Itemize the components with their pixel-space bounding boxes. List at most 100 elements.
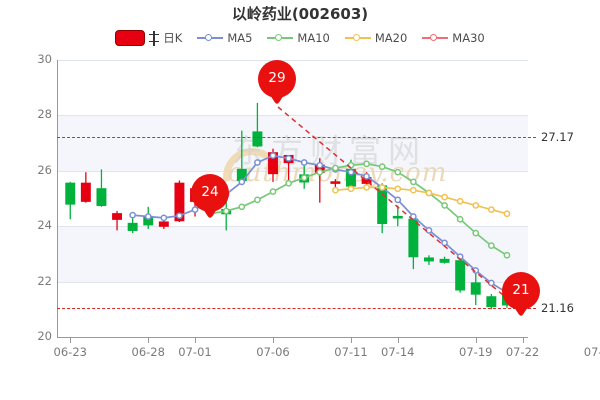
candlestick <box>408 216 419 270</box>
pin-label: 24 <box>201 184 219 200</box>
pin-label: 29 <box>268 70 286 86</box>
legend-item-日k[interactable]: 日K <box>115 30 182 46</box>
x-tick-label: 07-22 <box>505 345 540 359</box>
ma-marker <box>363 160 370 168</box>
annotation-pin[interactable]: 29 <box>258 60 296 108</box>
y-axis-line <box>57 60 58 338</box>
ma-line-ma10 <box>209 163 508 257</box>
ma-marker <box>285 154 292 162</box>
ma-marker <box>441 239 448 247</box>
y-tick-label: 22 <box>37 273 52 288</box>
reference-line-label: 27.17 <box>541 130 574 144</box>
legend-label: 日K <box>163 31 183 45</box>
ma-marker <box>347 168 355 176</box>
x-tick-mark <box>148 338 150 343</box>
ma-marker <box>222 207 230 215</box>
ma-marker <box>191 206 199 213</box>
x-tick-mark <box>350 338 352 343</box>
line-swatch-icon <box>197 32 224 44</box>
candlestick <box>392 205 403 227</box>
ma-marker <box>425 189 433 197</box>
annotation-pin[interactable]: 24 <box>191 174 229 222</box>
gridline <box>57 171 528 172</box>
x-tick-mark <box>70 338 72 343</box>
legend-item-ma30[interactable]: MA30 <box>422 31 485 45</box>
ma-marker <box>300 174 308 182</box>
annotation-pin[interactable]: 21 <box>502 272 540 320</box>
gridline <box>57 115 528 116</box>
ma-marker <box>472 202 480 209</box>
page-title: 以岭药业(002603) <box>231 5 369 23</box>
ma-marker <box>487 279 495 287</box>
x-tick-label: 06-28 <box>131 345 165 359</box>
ma-marker <box>316 161 324 169</box>
legend-item-ma10[interactable]: MA10 <box>267 31 330 45</box>
pin-head-icon <box>502 272 540 310</box>
candle-swatch-icon <box>115 30 146 46</box>
ma-marker <box>456 197 464 205</box>
ma-marker <box>378 163 386 170</box>
pin-label: 21 <box>512 282 530 298</box>
ma-marker <box>441 202 448 209</box>
ma-marker <box>316 168 324 176</box>
legend-label: MA30 <box>452 31 485 45</box>
ma-marker <box>503 210 511 218</box>
pin-head-icon <box>258 60 296 98</box>
candlestick <box>455 258 466 293</box>
ma-marker <box>410 186 417 194</box>
line-swatch-icon <box>267 32 294 44</box>
candlestick <box>252 102 263 148</box>
line-swatch-icon <box>344 32 371 44</box>
x-tick-mark <box>397 338 399 343</box>
x-tick-mark <box>273 338 274 343</box>
ma-marker <box>332 186 339 194</box>
ma-marker <box>394 168 402 176</box>
y-tick-label: 30 <box>37 52 52 66</box>
y-tick-label: 28 <box>37 107 52 122</box>
ma-marker <box>332 164 339 172</box>
legend-label: MA5 <box>227 31 253 45</box>
ma-marker <box>456 215 464 223</box>
gridline <box>57 226 528 227</box>
ma-marker <box>394 185 402 193</box>
ma-marker <box>285 179 292 187</box>
candlestick <box>470 273 481 306</box>
ma-marker <box>129 211 136 219</box>
reference-line <box>57 308 536 309</box>
ma-marker <box>347 185 355 193</box>
x-tick-label: 07-27 <box>583 345 600 359</box>
candlestick <box>112 210 123 231</box>
ma-line-ma20 <box>334 186 508 215</box>
ma-marker <box>254 196 261 204</box>
candlestick <box>65 181 76 220</box>
ma-marker <box>363 172 370 180</box>
candlestick <box>330 179 341 188</box>
legend-label: MA20 <box>374 31 408 45</box>
ma-marker <box>144 213 152 220</box>
y-tick-label: 24 <box>37 218 52 233</box>
gridline <box>57 282 528 283</box>
candlestick <box>236 130 247 182</box>
candlestick <box>423 255 434 265</box>
y-tick-label: 26 <box>37 162 52 177</box>
ma-marker <box>487 206 495 213</box>
ma-marker <box>176 212 183 220</box>
ma-marker <box>269 188 277 195</box>
x-tick-mark <box>522 338 524 343</box>
x-tick-label: 07-11 <box>334 345 368 359</box>
chart-legend: 日K MA5 MA10 MA20 MA30 <box>0 30 600 46</box>
ma-marker <box>378 184 386 191</box>
candlestick <box>439 256 450 264</box>
candlestick <box>486 294 497 310</box>
legend-item-ma5[interactable]: MA5 <box>197 31 252 45</box>
ma-marker <box>410 178 417 186</box>
pin-head-icon <box>191 174 229 212</box>
background-band <box>57 226 528 282</box>
candle-glyph-icon <box>149 30 160 46</box>
reference-line-label: 21.16 <box>541 301 574 315</box>
ma-marker <box>472 229 480 237</box>
trend-line <box>277 106 522 311</box>
legend-item-ma20[interactable]: MA20 <box>344 31 408 45</box>
legend-label: MA10 <box>297 31 330 45</box>
